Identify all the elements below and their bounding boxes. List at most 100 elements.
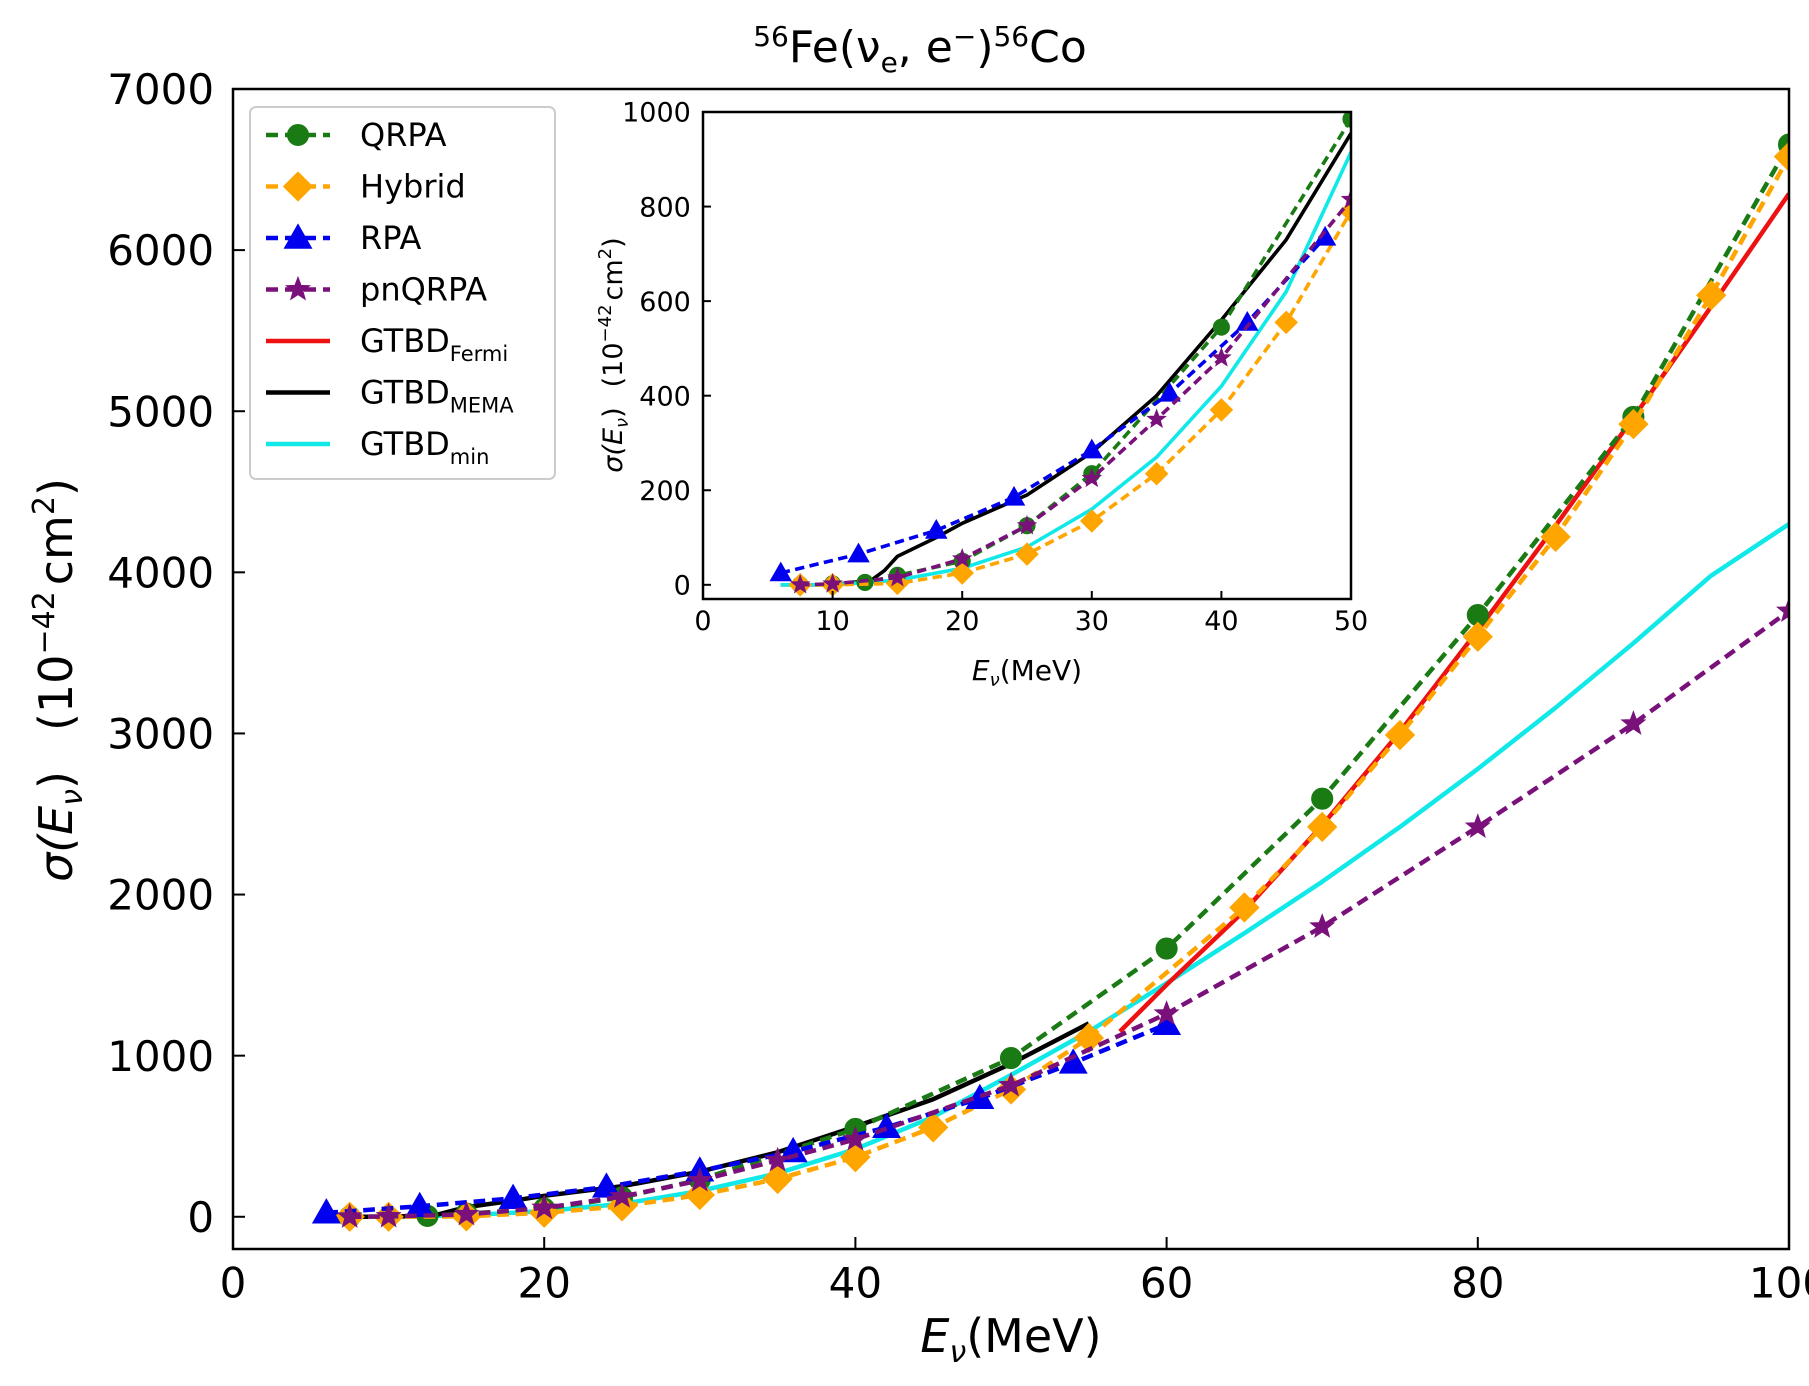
inset-marker-hybrid (1080, 509, 1104, 533)
legend-marker-hybrid (282, 171, 314, 202)
legend-label-qrpa: QRPA (360, 116, 447, 154)
inset-marker-hybrid (1144, 461, 1169, 486)
y-label-close: ) (29, 771, 83, 789)
legend-label-gtbd-min: GTBDmin (360, 425, 489, 469)
main-marker-pnqrpa (1620, 710, 1647, 735)
inset-marker-hybrid (1015, 542, 1039, 566)
inset-line-rpa (780, 236, 1327, 575)
inset-marker-rpa (847, 542, 870, 563)
main-marker-rpa (405, 1191, 435, 1218)
main-marker-qrpa (999, 1047, 1023, 1070)
main-marker-hybrid (1073, 1022, 1104, 1054)
inset-y-label-squared: 2 (595, 248, 616, 259)
legend-item-gtbd-mema: GTBDMEMA (266, 374, 514, 418)
inset-y-label-exponent: −42 (595, 304, 616, 342)
title-element-co: Co (1029, 22, 1087, 73)
inset-marker-rpa (1080, 438, 1104, 459)
inset-y-label-unit-cm: cm (598, 259, 629, 300)
inset-y-label-subscript: ν (612, 418, 633, 428)
legend-label-pnqrpa: pnQRPA (360, 271, 487, 309)
inset-marker-pnqrpa (951, 548, 973, 568)
main-marker-rpa (591, 1172, 621, 1198)
legend-label-main: RPA (360, 219, 421, 257)
legend-label-subscript: MEMA (450, 394, 515, 418)
legend-marker-rpa (283, 223, 313, 249)
x-label-subscript: ν (949, 1335, 966, 1370)
inset-line-hybrid (800, 210, 1351, 587)
title-superscript-56: 56 (753, 20, 789, 53)
inset-marker-pnqrpa (1081, 467, 1103, 488)
inset-marker-hybrid (950, 561, 974, 585)
main-x-tick-label: 20 (517, 1258, 570, 1307)
main-x-axis-label: Eν(MeV) (920, 1309, 1101, 1370)
main-marker-pnqrpa (686, 1166, 713, 1192)
inset-marker-pnqrpa (1211, 347, 1232, 367)
main-x-tick-label: 80 (1451, 1258, 1504, 1307)
legend-item-gtbd-min: GTBDmin (266, 425, 489, 469)
legend-box (249, 106, 556, 480)
x-label-symbol: E (920, 1309, 949, 1363)
legend-label-main: GTBD (360, 374, 450, 412)
inset-x-tick-label: 40 (1204, 606, 1238, 637)
legend-label-main: QRPA (360, 116, 447, 154)
inset-marker-hybrid (1274, 310, 1298, 335)
inset-marker-rpa (1158, 381, 1181, 402)
main-y-tick-label: 2000 (107, 871, 214, 920)
inset-x-tick-label: 30 (1075, 606, 1109, 637)
main-y-tick-label: 0 (187, 1193, 214, 1242)
main-y-tick-label: 3000 (107, 710, 214, 759)
inset-y-tick-label: 0 (674, 571, 691, 602)
inset-marker-pnqrpa (887, 566, 908, 587)
main-y-tick-label: 7000 (107, 65, 214, 114)
legend: QRPAHybridRPApnQRPAGTBDFermiGTBDMEMAGTBD… (249, 106, 556, 480)
inset-plot-frame (701, 110, 1353, 601)
inset-series-pnqrpa (789, 188, 1351, 594)
legend-label-main: GTBD (360, 322, 450, 360)
legend-item-pnqrpa: pnQRPA (266, 271, 487, 309)
y-label-subscript: ν (55, 789, 90, 806)
inset-x-tick-label: 10 (815, 606, 849, 637)
legend-label-main: Hybrid (360, 168, 466, 206)
y-label-unit-pre: (10 (29, 655, 83, 731)
main-marker-hybrid (684, 1179, 715, 1211)
main-marker-hybrid (1618, 408, 1649, 440)
inset-marker-pnqrpa (789, 574, 811, 594)
title-electron: , e (898, 22, 953, 73)
main-line-gtbd-fermi (1118, 192, 1789, 1034)
main-marker-qrpa (1155, 937, 1178, 960)
main-plot-area: 0204060801000100020003000400050006000700… (107, 65, 1809, 1307)
main-marker-pnqrpa (531, 1194, 558, 1219)
main-marker-pnqrpa (998, 1071, 1024, 1097)
inset-marker-rpa (769, 561, 793, 582)
main-marker-pnqrpa (1776, 597, 1789, 623)
main-marker-hybrid (1773, 141, 1789, 172)
inset-marker-rpa (1236, 310, 1259, 331)
inset-marker-rpa (1002, 485, 1026, 506)
inset-x-axis-label: Eν(MeV) (972, 654, 1082, 691)
legend-label-subscript: Fermi (450, 342, 508, 366)
main-series-gtbd-fermi (1118, 192, 1789, 1034)
y-label-sigma: σ(E (29, 806, 83, 882)
inset-series-rpa (769, 225, 1337, 582)
y-label-unit-cm: cm (29, 515, 83, 585)
y-label-unit-post: ) (29, 478, 83, 496)
inset-x-label-unit: (MeV) (1000, 654, 1082, 687)
main-x-tick-label: 0 (220, 1258, 247, 1307)
main-y-tick-label: 5000 (107, 387, 214, 436)
main-marker-hybrid (1696, 280, 1727, 311)
main-marker-pnqrpa (336, 1203, 363, 1228)
inset-y-tick-label: 600 (639, 287, 691, 318)
inset-x-tick-label: 0 (694, 606, 711, 637)
legend-label-hybrid: Hybrid (360, 168, 466, 206)
title-element-fe: Fe(ν (789, 22, 881, 73)
legend-marker-qrpa (286, 123, 310, 147)
legend-item-qrpa: QRPA (266, 116, 447, 154)
inset-marker-rpa (925, 519, 948, 539)
main-plot-frame (231, 87, 1791, 1251)
inset-y-axis-label: σ(Eν) (10−42 cm2) (595, 237, 633, 472)
main-series-gtbd-min (326, 522, 1789, 1220)
inset-y-tick-label: 800 (639, 192, 691, 223)
